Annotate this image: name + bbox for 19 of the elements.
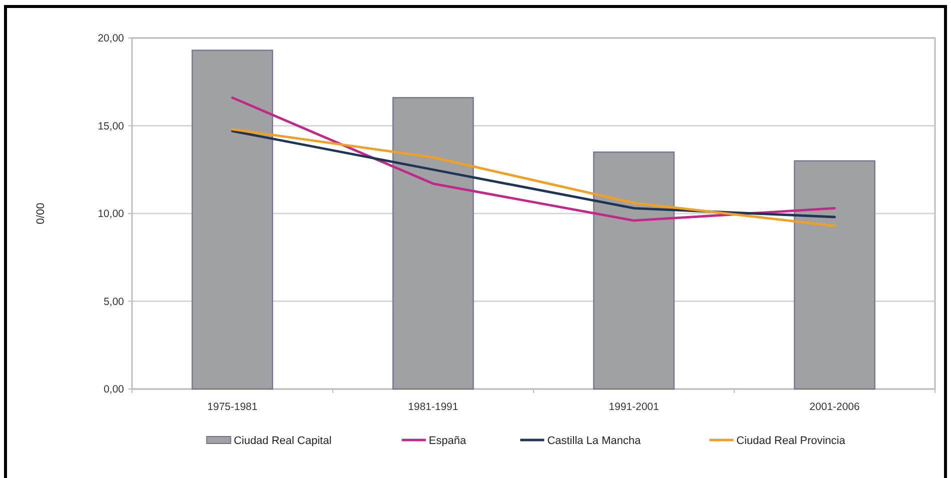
bar <box>593 151 675 390</box>
y-tick-label: 0,00 <box>104 384 124 396</box>
legend-label: Castilla La Mancha <box>547 434 642 447</box>
line-series <box>231 96 836 222</box>
x-tick-label: 2001-2006 <box>810 401 860 413</box>
y-tick-label: 20,00 <box>98 32 124 45</box>
bar <box>192 50 274 390</box>
bar <box>794 160 876 390</box>
y-tick-label: 15,00 <box>98 120 124 132</box>
y-axis-title: 0/00 <box>35 202 47 224</box>
y-tick-label: 10,00 <box>98 208 124 220</box>
y-tick-label: 5,00 <box>104 296 124 308</box>
x-tick-label: 1991-2001 <box>608 401 660 413</box>
x-tick-label: 1975-1981 <box>207 401 258 413</box>
legend-label: Ciudad Real Capital <box>234 434 332 447</box>
legend-label: Ciudad Real Provincia <box>736 434 846 447</box>
legend-label: España <box>428 434 467 447</box>
bar <box>392 97 474 390</box>
x-tick-label: 1981-1991 <box>408 401 458 413</box>
